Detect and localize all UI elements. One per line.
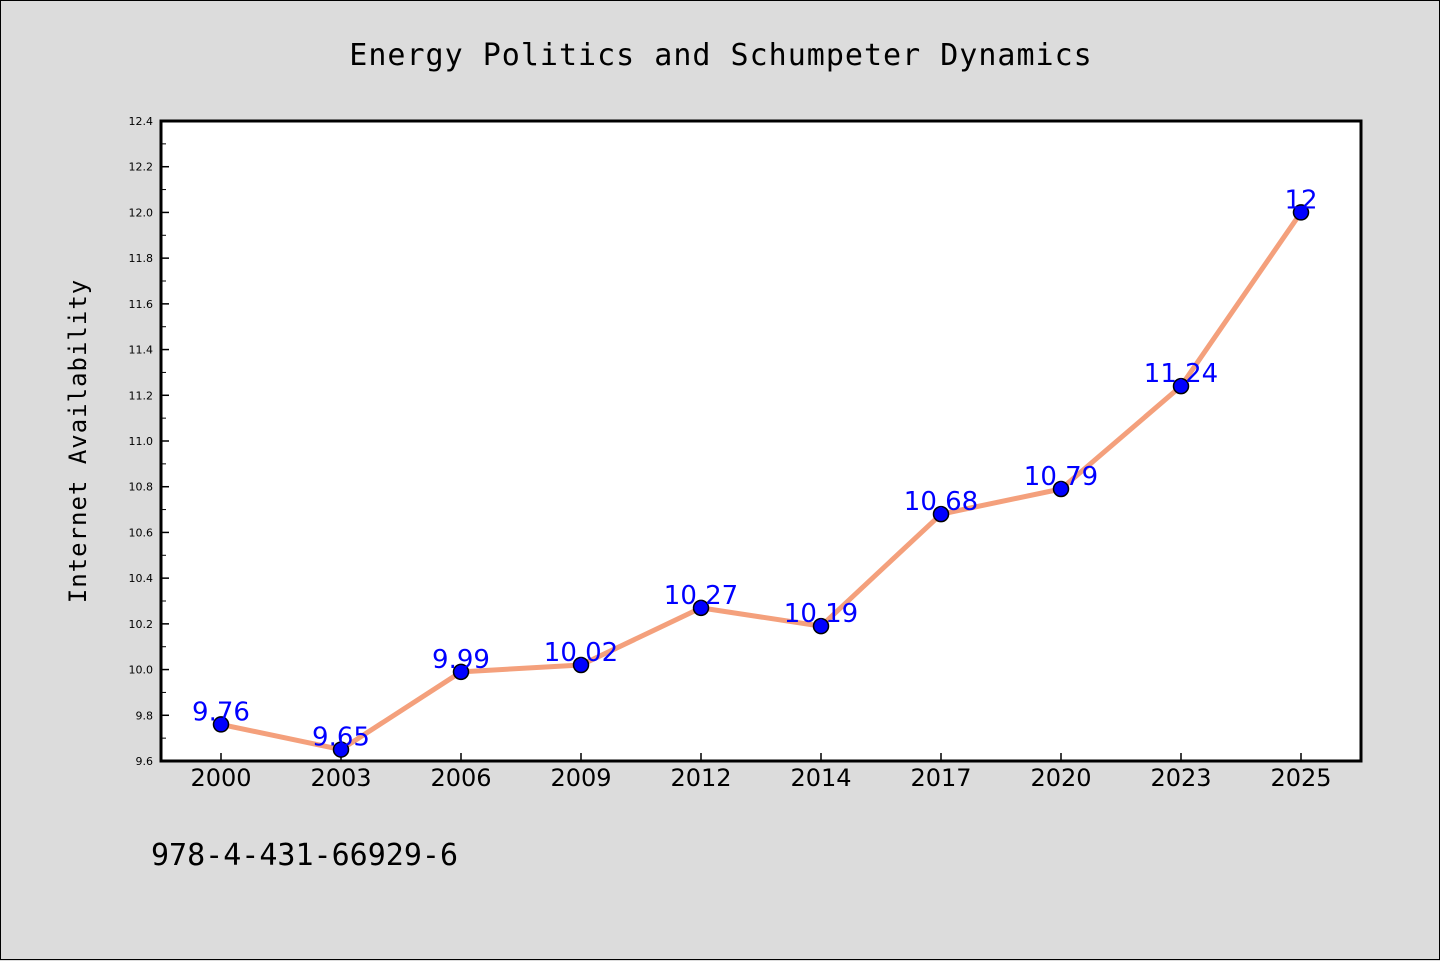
x-tick-label: 2023 [1150, 764, 1211, 792]
plot-area [159, 119, 1363, 763]
data-point [332, 741, 350, 758]
y-tick-label: 12.2 [129, 161, 154, 174]
data-point [692, 599, 710, 617]
series-line [218, 209, 1304, 753]
x-tick-label: 2003 [310, 764, 371, 792]
data-label: 10.02 [544, 638, 618, 668]
data-point [1292, 204, 1310, 221]
data-point [452, 663, 470, 681]
y-tick-label: 10.4 [129, 572, 154, 585]
y-tick-label: 9.8 [136, 709, 154, 722]
data-point [212, 716, 230, 733]
data-label: 12 [1284, 185, 1317, 215]
x-tick-label: 2014 [790, 764, 851, 792]
y-tick-label: 12.0 [129, 206, 154, 219]
data-label: 10.68 [904, 487, 978, 517]
chart-title: Energy Politics and Schumpeter Dynamics [349, 38, 1092, 73]
x-tick-label: 2020 [1030, 764, 1091, 792]
y-tick-label: 11.4 [129, 344, 154, 357]
x-tick-label: 2025 [1270, 764, 1331, 792]
y-tick-label: 9.6 [136, 755, 154, 768]
data-label: 10.27 [664, 581, 738, 611]
x-tick-label: 2017 [910, 764, 971, 792]
y-axis: 9.6 9.8 10.0 10.2 10.4 10.6 10.8 11.0 11.2 11.4 11… [129, 115, 169, 768]
y-tick-label: 12.4 [129, 115, 154, 128]
y-tick-label: 10.6 [129, 526, 154, 539]
data-point [572, 656, 590, 674]
y-tick-label: 11.6 [129, 298, 154, 311]
data-label: 9.76 [192, 697, 250, 727]
data-point [1172, 377, 1190, 395]
data-label: 11.24 [1144, 359, 1218, 389]
series-group: 9.76 9.65 9.99 10.02 10.27 10.19 10.68 10.79 11.… [192, 185, 1318, 758]
y-tick-label: 10.2 [129, 618, 154, 631]
isbn-text: 978-4-431-66929-6 [151, 838, 458, 873]
y-tick-label: 11.8 [129, 252, 154, 265]
x-tick-label: 2006 [430, 764, 491, 792]
y-tick-label: 11.0 [129, 435, 154, 448]
y-tick-label: 10.0 [129, 664, 154, 677]
data-label: 10.19 [784, 599, 858, 629]
x-tick-label: 2012 [670, 764, 731, 792]
data-point [1052, 480, 1070, 498]
y-tick-label: 11.2 [129, 389, 154, 402]
data-point [932, 505, 950, 523]
x-axis: 2000 2003 2006 2009 2012 2014 2017 2020 2023 2025 [190, 753, 1332, 792]
data-label: 9.99 [432, 645, 490, 675]
y-axis-label: Internet Availability [64, 279, 92, 603]
y-tick-label: 10.8 [129, 481, 154, 494]
x-tick-label: 2000 [190, 764, 251, 792]
data-label: 10.79 [1024, 462, 1098, 492]
data-label: 9.65 [312, 723, 370, 753]
x-tick-label: 2009 [550, 764, 611, 792]
data-point [812, 617, 830, 635]
